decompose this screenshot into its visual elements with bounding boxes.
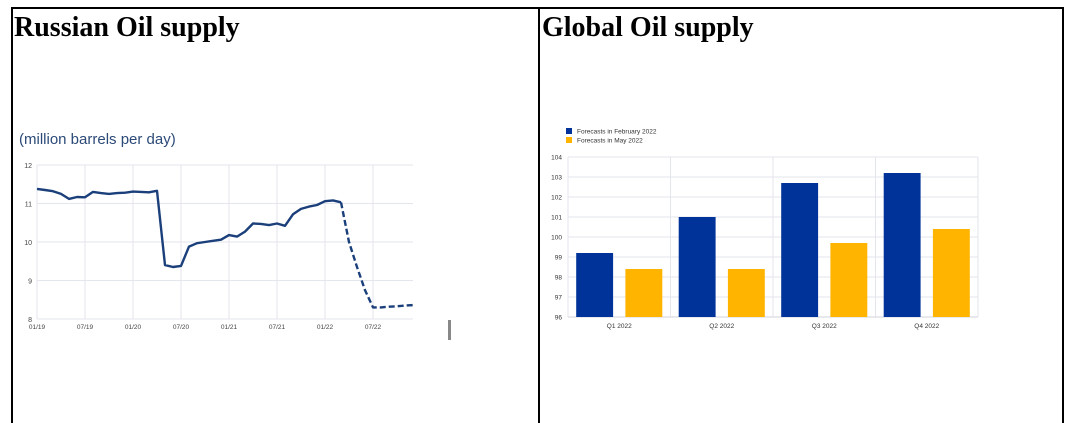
bar-february: [781, 183, 819, 317]
global-oil-title: Global Oil supply: [542, 12, 754, 43]
y-tick-label: 12: [24, 163, 32, 170]
x-tick-label: 01/21: [221, 324, 238, 331]
x-axis: 01/19 07/19 01/20 07/20 01/21 07/21 01/22 07/22: [29, 324, 382, 331]
bars: [576, 173, 970, 317]
bar-may: [932, 229, 970, 317]
bar-may: [830, 243, 868, 317]
bar-february: [576, 253, 614, 317]
plot-area: [36, 187, 414, 309]
text-cursor: [448, 320, 451, 340]
bar-february: [883, 173, 921, 317]
y-tick-label: 99: [555, 255, 563, 262]
x-tick-label: Q3 2022: [812, 323, 837, 330]
y-tick-label: 102: [551, 195, 562, 202]
russian-oil-title: Russian Oil supply: [14, 12, 240, 43]
y-tick-label: 8: [28, 317, 32, 324]
forecast-line: [339, 202, 414, 309]
supply-line: [36, 187, 342, 269]
bar-february: [678, 217, 716, 317]
bar-may: [727, 269, 765, 317]
y-tick-label: 98: [555, 275, 563, 282]
y-tick-label: 11: [25, 202, 32, 209]
legend-label: Forecasts in February 2022: [577, 129, 657, 136]
y-tick-label: 97: [555, 295, 563, 302]
x-tick-label: 07/19: [77, 324, 94, 331]
y-tick-label: 9: [28, 279, 32, 286]
y-axis: 8 9 10 11 12: [24, 163, 32, 324]
legend-swatch: [566, 137, 572, 143]
y-tick-label: 96: [555, 315, 563, 322]
bar-may: [625, 269, 663, 317]
x-tick-label: Q4 2022: [914, 323, 939, 330]
x-tick-label: 01/19: [29, 324, 46, 331]
y-tick-label: 104: [551, 155, 562, 162]
y-tick-label: 100: [551, 235, 562, 242]
y-tick-label: 101: [551, 215, 562, 222]
russian-oil-line-chart: (million barrels per day) 8 9 10 11 12 01/19…: [19, 131, 414, 331]
x-tick-label: 01/20: [125, 324, 142, 331]
y-tick-label: 103: [551, 175, 562, 182]
x-tick-label: Q2 2022: [709, 323, 734, 330]
x-axis: Q1 2022 Q2 2022 Q3 2022 Q4 2022: [607, 323, 940, 330]
x-tick-label: 07/22: [365, 324, 382, 331]
unit-label: (million barrels per day): [19, 131, 176, 148]
y-tick-label: 10: [24, 240, 32, 247]
x-tick-label: 07/21: [269, 324, 286, 331]
legend-swatch: [566, 128, 572, 134]
legend: Forecasts in February 2022 Forecasts in M…: [566, 128, 657, 145]
x-tick-label: 01/22: [317, 324, 334, 331]
legend-label: Forecasts in May 2022: [577, 138, 643, 145]
grid: [36, 164, 413, 320]
global-oil-bar-chart: Forecasts in February 2022 Forecasts in M…: [551, 128, 979, 330]
x-tick-label: 07/20: [173, 324, 190, 331]
x-tick-label: Q1 2022: [607, 323, 632, 330]
column-divider: [538, 7, 540, 423]
table-frame: [11, 7, 1064, 423]
y-axis: 96 97 98 99 100 101 102 103 104: [551, 155, 562, 322]
